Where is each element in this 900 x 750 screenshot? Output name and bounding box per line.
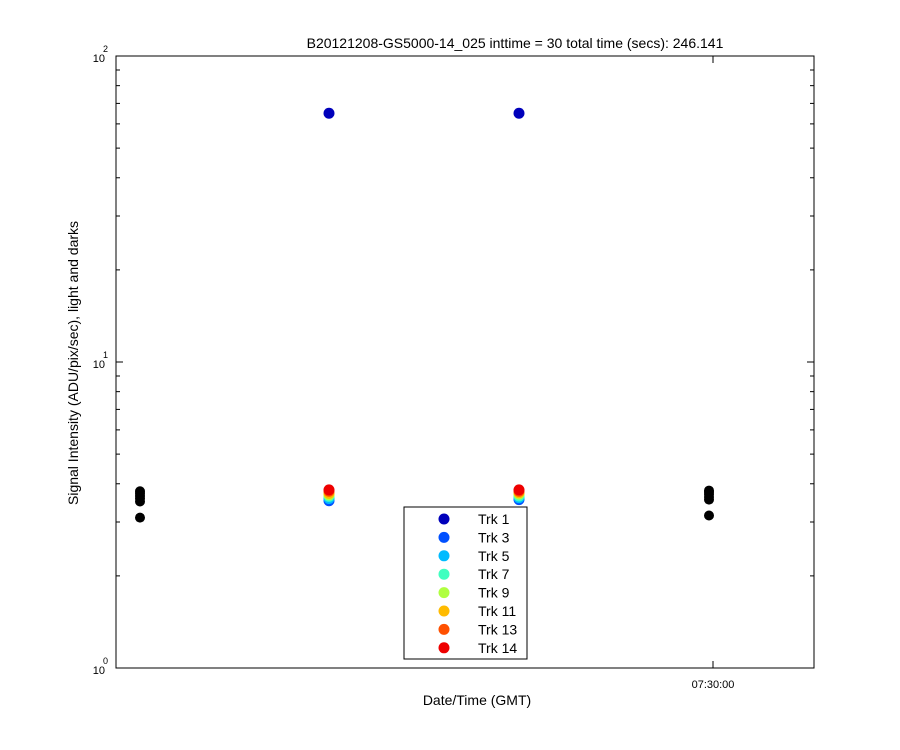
legend-label: Trk 7 [478, 566, 510, 582]
legend-marker [438, 623, 450, 635]
dark-point [704, 485, 714, 496]
legend-label: Trk 3 [478, 529, 510, 545]
legend-marker [438, 513, 450, 525]
legend-label: Trk 13 [478, 621, 517, 637]
legend-marker [438, 642, 450, 654]
legend-label: Trk 14 [478, 640, 517, 656]
point-trk-1 [323, 107, 335, 119]
y-tick-exponent: 2 [103, 44, 108, 54]
point-trk-1 [513, 107, 525, 119]
dark-point [704, 510, 714, 521]
legend-marker [438, 550, 450, 562]
legend: Trk 1 Trk 3 Trk 5 Trk 7 Trk 9 Trk 11 Trk 13 Trk… [403, 506, 528, 660]
legend-label: Trk 11 [478, 603, 516, 619]
x-axis-label: Date/Time (GMT) [423, 692, 531, 708]
data-points [135, 107, 714, 523]
dark-point [135, 486, 145, 497]
dark-point [135, 512, 145, 523]
y-axis-label: Signal Intensity (ADU/pix/sec), light an… [65, 221, 81, 505]
legend-label: Trk 1 [478, 511, 510, 527]
x-tick-label: 07:30:00 [692, 679, 735, 691]
y-tick-exponent: 0 [103, 656, 108, 666]
legend-label: Trk 5 [478, 548, 510, 564]
legend-marker [438, 587, 450, 599]
point-trk-14 [323, 484, 335, 496]
legend-marker [438, 568, 450, 580]
y-tick-exponent: 1 [103, 350, 108, 360]
point-trk-14 [513, 484, 525, 496]
legend-box [403, 506, 528, 660]
legend-marker [438, 531, 450, 543]
legend-marker [438, 605, 450, 617]
y-tick-label: 10 [93, 359, 105, 371]
y-tick-label: 10 [93, 53, 105, 65]
chart-title: B20121208-GS5000-14_025 inttime = 30 tot… [307, 35, 724, 51]
y-tick-label: 10 [93, 665, 105, 677]
legend-label: Trk 9 [478, 585, 510, 601]
